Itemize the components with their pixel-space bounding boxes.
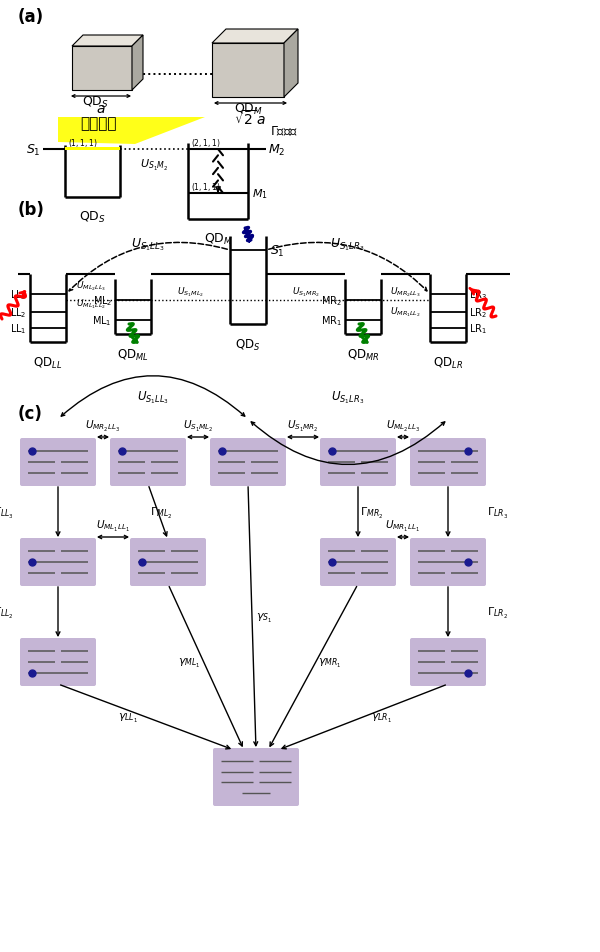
Text: $a$: $a$	[96, 102, 106, 116]
Text: $\Gamma_{LR_2}$: $\Gamma_{LR_2}$	[487, 605, 508, 620]
FancyBboxPatch shape	[410, 539, 486, 586]
Text: $\mathrm{QD}_M$: $\mathrm{QD}_M$	[203, 231, 232, 247]
Text: $\gamma_{ML_1}$: $\gamma_{ML_1}$	[178, 656, 201, 669]
Text: $\mathrm{MR}_2$: $\mathrm{MR}_2$	[321, 294, 342, 307]
Text: $\Gamma_{ML_2}$: $\Gamma_{ML_2}$	[150, 505, 172, 520]
Text: $M_1$: $M_1$	[252, 187, 268, 201]
Text: $\mathrm{LR}_3$: $\mathrm{LR}_3$	[469, 288, 487, 302]
Polygon shape	[284, 30, 298, 98]
Text: $\mathrm{MR}_1$: $\mathrm{MR}_1$	[321, 314, 342, 327]
Bar	[65, 148, 120, 150]
Text: $S_1$: $S_1$	[270, 243, 284, 258]
Text: $\gamma_{LL_1}$: $\gamma_{LL_1}$	[118, 711, 138, 724]
Text: $\Gamma$　散逸: $\Gamma$ 散逸	[270, 125, 298, 138]
Text: (c): (c)	[18, 405, 43, 423]
Text: $\mathrm{LL}_2$: $\mathrm{LL}_2$	[10, 306, 27, 320]
Text: (a): (a)	[18, 8, 44, 26]
FancyBboxPatch shape	[20, 439, 96, 486]
Text: $\mathrm{LL}_3$: $\mathrm{LL}_3$	[10, 288, 27, 302]
Text: $U_{S_1 LR_3}$: $U_{S_1 LR_3}$	[331, 236, 365, 252]
Text: $\sqrt{2}\,a$: $\sqrt{2}\,a$	[234, 109, 266, 128]
FancyBboxPatch shape	[320, 439, 396, 486]
Text: $U_{ML_2 LL_3}$: $U_{ML_2 LL_3}$	[386, 419, 420, 433]
FancyBboxPatch shape	[20, 539, 96, 586]
Text: $\mathrm{QD}_S$: $\mathrm{QD}_S$	[235, 338, 260, 353]
Text: $S_1$: $S_1$	[26, 142, 41, 157]
Text: $U_{MR_1 LL_1}$: $U_{MR_1 LL_1}$	[385, 519, 421, 533]
Text: $U_{S_1 MR_2}$: $U_{S_1 MR_2}$	[292, 286, 319, 299]
Text: $U_{S_1 MR_2}$: $U_{S_1 MR_2}$	[287, 419, 319, 433]
Text: $\mathrm{LR}_1$: $\mathrm{LR}_1$	[469, 322, 487, 335]
Text: $U_{ML_1 LL_1}$: $U_{ML_1 LL_1}$	[96, 519, 130, 533]
Text: $U_{S_1 ML_2}$: $U_{S_1 ML_2}$	[182, 419, 214, 433]
Text: $(1,1,1)$: $(1,1,1)$	[68, 137, 98, 149]
Text: $\mathrm{QD}_{LR}$: $\mathrm{QD}_{LR}$	[433, 356, 463, 370]
Text: $\mathrm{LR}_2$: $\mathrm{LR}_2$	[469, 306, 487, 320]
FancyBboxPatch shape	[410, 639, 486, 686]
Text: $\gamma_{LR_1}$: $\gamma_{LR_1}$	[371, 711, 392, 724]
Text: $\mathrm{ML}_1$: $\mathrm{ML}_1$	[92, 314, 112, 327]
Text: $\Gamma_{MR_2}$: $\Gamma_{MR_2}$	[360, 505, 383, 520]
Text: $\gamma_{S_1}$: $\gamma_{S_1}$	[256, 611, 272, 624]
Polygon shape	[212, 30, 298, 44]
Text: $\mathrm{QD}_{MR}$: $\mathrm{QD}_{MR}$	[347, 347, 379, 363]
Text: $U_{S_1 ML_2}$: $U_{S_1 ML_2}$	[177, 286, 204, 299]
FancyBboxPatch shape	[130, 539, 206, 586]
Text: $U_{MR_1 LL_2}$: $U_{MR_1 LL_2}$	[390, 306, 421, 319]
Text: $(2,1,1)$: $(2,1,1)$	[191, 137, 221, 149]
Text: $U_{ML_1 LL_2}$: $U_{ML_1 LL_2}$	[76, 297, 106, 310]
FancyBboxPatch shape	[213, 748, 299, 806]
Polygon shape	[132, 36, 143, 90]
Text: $\mathrm{ML}_2$: $\mathrm{ML}_2$	[92, 294, 112, 307]
Text: $U_{S_1 LL_3}$: $U_{S_1 LL_3}$	[131, 236, 165, 252]
FancyBboxPatch shape	[320, 539, 396, 586]
Text: $\Gamma_{LL_2}$: $\Gamma_{LL_2}$	[0, 605, 14, 620]
Text: $\mathrm{QD}_M$: $\mathrm{QD}_M$	[233, 102, 262, 117]
FancyBboxPatch shape	[20, 639, 96, 686]
Text: $\Gamma_{LR_3}$: $\Gamma_{LR_3}$	[487, 505, 508, 520]
Text: $\mathrm{LL}_1$: $\mathrm{LL}_1$	[10, 322, 27, 335]
Text: $\mathrm{QD}_{ML}$: $\mathrm{QD}_{ML}$	[117, 347, 149, 363]
Text: $U_{S_1 M_2}$: $U_{S_1 M_2}$	[140, 158, 168, 173]
Text: $U_{S_1 LR_3}$: $U_{S_1 LR_3}$	[331, 389, 365, 406]
Text: $U_{MR_2 LL_3}$: $U_{MR_2 LL_3}$	[390, 286, 421, 299]
Text: 近接場光: 近接場光	[80, 116, 116, 131]
Text: $(1,1,1)$: $(1,1,1)$	[191, 181, 221, 193]
Text: $\mathrm{QD}_S$: $\mathrm{QD}_S$	[79, 209, 106, 225]
Text: $\mathrm{QD}_{LL}$: $\mathrm{QD}_{LL}$	[34, 356, 62, 370]
Text: $U_{ML_2 LL_3}$: $U_{ML_2 LL_3}$	[76, 279, 106, 292]
Text: $\Gamma_{LL_3}$: $\Gamma_{LL_3}$	[0, 505, 14, 520]
Polygon shape	[72, 36, 143, 47]
FancyBboxPatch shape	[210, 439, 286, 486]
Text: $\gamma_{MR_1}$: $\gamma_{MR_1}$	[318, 656, 341, 669]
Polygon shape	[58, 118, 205, 145]
Text: $U_{MR_2 LL_3}$: $U_{MR_2 LL_3}$	[85, 419, 121, 433]
Polygon shape	[72, 47, 132, 90]
FancyBboxPatch shape	[110, 439, 186, 486]
Text: $\mathrm{QD}_S$: $\mathrm{QD}_S$	[82, 95, 109, 110]
Text: $U_{S_1 LL_3}$: $U_{S_1 LL_3}$	[137, 389, 169, 406]
Text: $M_2$: $M_2$	[268, 142, 286, 157]
FancyBboxPatch shape	[410, 439, 486, 486]
Text: (b): (b)	[18, 201, 45, 219]
Polygon shape	[212, 44, 284, 98]
